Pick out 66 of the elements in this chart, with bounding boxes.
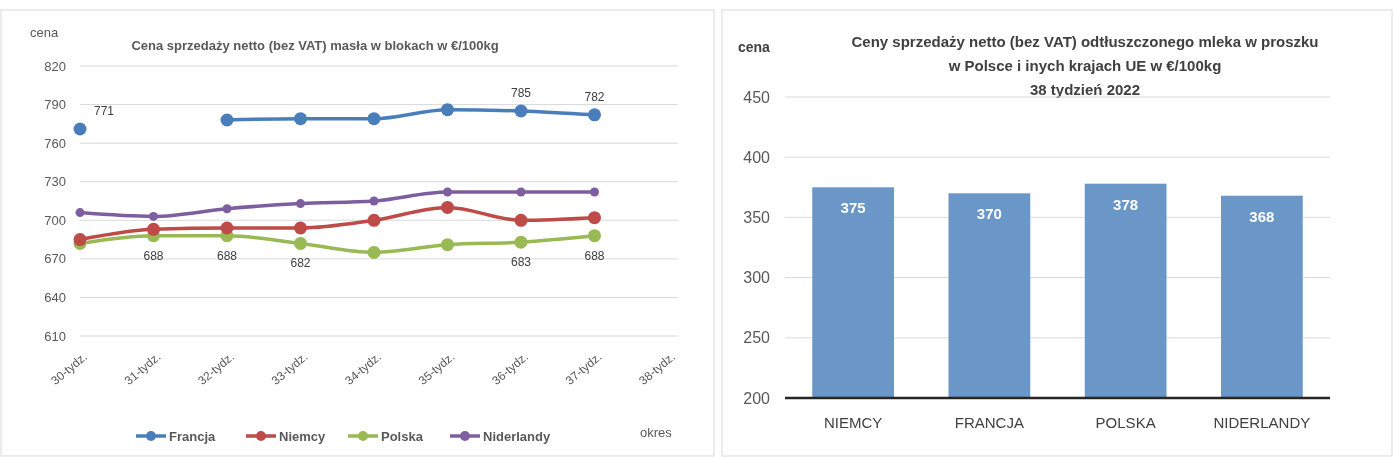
point: [367, 112, 381, 126]
point: [294, 112, 307, 126]
chart-title: Cena sprzedaży netto (bez VAT) masła w blokach w €/100kg: [131, 38, 499, 53]
point: [294, 221, 307, 235]
point: [73, 122, 87, 136]
legend-label: Francja: [169, 428, 217, 444]
data-label: 378: [1113, 195, 1139, 213]
y-tick-label: 350: [743, 209, 771, 226]
chart-title: Ceny sprzedaży netto (bez VAT) odtłuszczonego mleka w proszku w Polsce i inych krajach UE w €/100kg 38 tydzień 2022: [851, 33, 1319, 98]
x-tick-label: POLSKA: [1095, 414, 1156, 431]
data-label: 785: [510, 86, 532, 100]
point: [514, 213, 528, 227]
data-label: 688: [216, 248, 238, 263]
point: [220, 113, 234, 127]
point: [441, 238, 454, 252]
y-tick-label: 610: [44, 328, 66, 344]
point: [590, 187, 599, 197]
y-tick-label: 640: [44, 289, 66, 305]
x-tick-label: NIEMCY: [823, 414, 883, 431]
y-tick-label: 670: [44, 251, 66, 267]
point: [443, 187, 452, 197]
legend-label: Polska: [381, 428, 424, 444]
point: [147, 222, 160, 236]
point: [294, 236, 307, 250]
point: [516, 187, 526, 197]
y-tick-label: 250: [743, 329, 771, 347]
legend-label: Niemcy: [279, 428, 327, 444]
point: [588, 108, 601, 122]
data-label: 688: [143, 248, 164, 263]
point: [588, 229, 601, 243]
y-tick-label: 300: [743, 269, 771, 287]
x-tick-label: NIDERLANDY: [1213, 414, 1311, 431]
point: [149, 211, 158, 221]
point: [588, 211, 601, 225]
point: [367, 245, 381, 259]
point: [441, 103, 454, 117]
x-tick-label: FRANCJA: [954, 414, 1024, 431]
point: [514, 235, 528, 249]
y-tick-label: 200: [743, 389, 771, 407]
point: [296, 199, 305, 209]
point: [441, 200, 454, 214]
data-label: 688: [584, 248, 605, 263]
y-tick-label: 760: [44, 135, 66, 151]
data-label: 368: [1249, 207, 1275, 225]
y-tick-label: 790: [44, 97, 66, 113]
data-label: 370: [976, 205, 1002, 223]
y-tick-label: 730: [44, 174, 66, 190]
y-axis-title: cena: [738, 39, 771, 55]
point: [75, 208, 85, 218]
point: [367, 213, 381, 227]
y-tick-label: 700: [44, 212, 66, 228]
data-label: 682: [290, 256, 311, 271]
y-axis-title: cena: [30, 25, 59, 40]
y-tick-label: 820: [44, 58, 66, 74]
point: [514, 104, 528, 118]
data-label: 782: [584, 89, 605, 104]
x-axis-title: okres: [640, 425, 673, 440]
point: [369, 196, 379, 206]
y-tick-label: 400: [743, 148, 771, 166]
legend-label: Niderlandy: [483, 428, 551, 444]
y-tick-label: 450: [743, 88, 771, 106]
point: [220, 221, 234, 235]
data-label: 771: [94, 104, 115, 118]
data-label: 683: [510, 255, 532, 270]
data-label: 375: [840, 199, 866, 217]
point: [222, 204, 232, 214]
